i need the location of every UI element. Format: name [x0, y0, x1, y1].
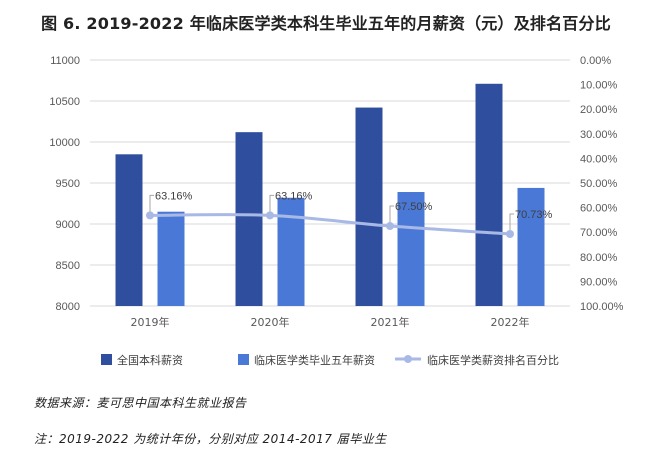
bar-clinical-salary — [157, 211, 185, 306]
year-note: 注：2019-2022 为统计年份，分别对应 2014-2017 届毕业生 — [34, 432, 387, 446]
y-right-tick-label: 10.00% — [580, 80, 618, 92]
legend-national-salary-label: 全国本科薪资 — [117, 353, 183, 367]
y-left-tick-label: 9500 — [56, 178, 80, 190]
y-left-tick-label: 8000 — [56, 301, 80, 313]
data-label: 70.73% — [515, 209, 553, 221]
legend-clinical-salary-swatch — [238, 354, 249, 365]
x-tick-label: 2020年 — [251, 315, 290, 329]
bar-clinical-salary — [277, 197, 305, 306]
y-right-tick-label: 60.00% — [580, 203, 618, 215]
bar-national-salary — [475, 83, 503, 306]
chart-title: 图 6. 2019-2022 年临床医学类本科生毕业五年的月薪资（元）及排名百分… — [41, 14, 611, 33]
data-label: 63.16% — [275, 190, 313, 202]
y-right-tick-label: 0.00% — [580, 55, 611, 67]
y-right-tick-label: 50.00% — [580, 178, 618, 190]
y-right-tick-label: 40.00% — [580, 153, 618, 165]
bar-clinical-salary — [397, 192, 425, 306]
data-label-leader — [509, 213, 514, 230]
y-right-tick-label: 100.00% — [580, 301, 624, 313]
bar-clinical-salary — [517, 187, 545, 306]
data-label-leader — [269, 194, 274, 212]
y-left-tick-label: 11000 — [50, 55, 80, 67]
rank-point — [266, 211, 274, 220]
source-note: 数据来源：麦可思中国本科生就业报告 — [34, 396, 247, 410]
rank-point — [386, 222, 394, 231]
y-right-tick-label: 70.00% — [580, 227, 618, 239]
y-left-tick-label: 9000 — [56, 219, 80, 231]
data-label: 63.16% — [155, 190, 193, 202]
x-tick-label: 2022年 — [491, 315, 530, 329]
y-right-tick-label: 80.00% — [580, 252, 618, 264]
legend-clinical-salary-label: 临床医学类毕业五年薪资 — [254, 353, 375, 367]
data-label: 67.50% — [395, 201, 433, 213]
bar-national-salary — [115, 154, 143, 306]
rank-point — [146, 211, 154, 220]
bar-national-salary — [235, 132, 263, 306]
data-label-leader — [389, 205, 394, 223]
y-right-tick-label: 20.00% — [580, 104, 618, 116]
bar-national-salary — [355, 107, 383, 306]
x-tick-label: 2019年 — [131, 315, 170, 329]
y-left-tick-label: 10000 — [49, 137, 80, 149]
data-label-leader — [149, 194, 154, 212]
y-right-tick-label: 90.00% — [580, 276, 618, 288]
y-left-tick-label: 10500 — [49, 96, 80, 108]
legend-national-salary-swatch — [101, 354, 112, 365]
x-tick-label: 2021年 — [371, 315, 410, 329]
legend-rank-percent-swatch-dot — [404, 355, 412, 363]
y-left-tick-label: 8500 — [56, 260, 80, 272]
legend-rank-percent-label: 临床医学类薪资排名百分比 — [427, 353, 559, 367]
rank-point — [506, 229, 514, 238]
rank-line — [148, 213, 512, 236]
y-right-tick-label: 30.00% — [580, 129, 618, 141]
